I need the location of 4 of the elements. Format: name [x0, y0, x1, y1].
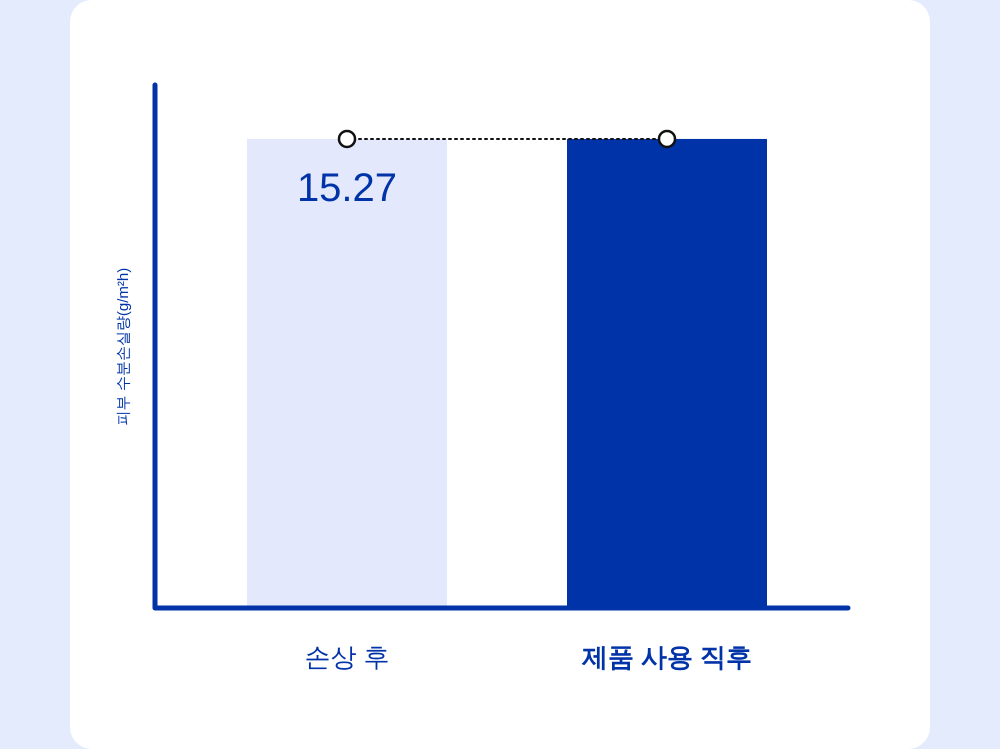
x-tick-label: 제품 사용 직후 — [580, 642, 752, 672]
x-tick-label: 손상 후 — [304, 642, 390, 672]
y-axis-title: 피부 수분손실량(g/m²h) — [115, 268, 132, 426]
annotation: 15.27 — [296, 166, 398, 210]
